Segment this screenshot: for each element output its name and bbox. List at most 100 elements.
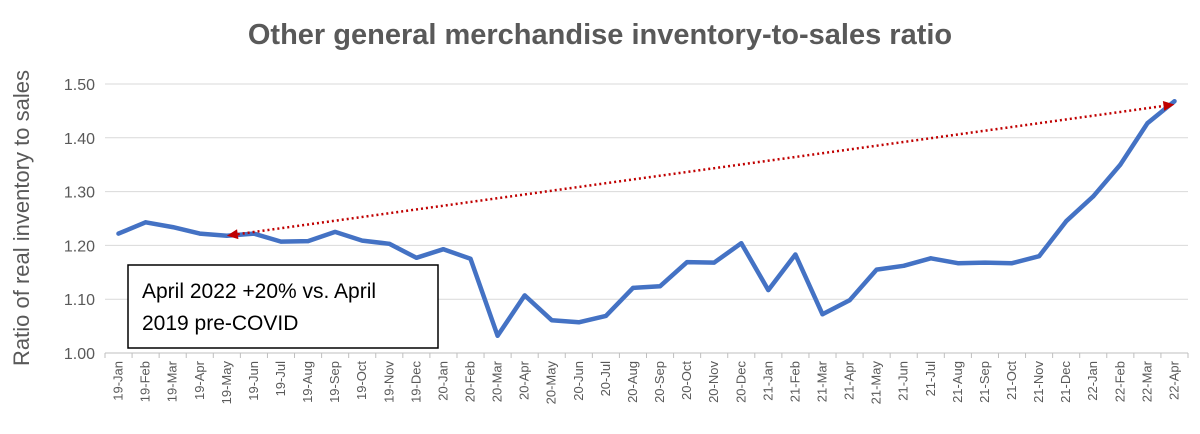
data-point bbox=[360, 238, 365, 243]
y-tick-label: 1.50 bbox=[64, 77, 95, 94]
x-tick-label: 21-Sep bbox=[977, 361, 992, 403]
data-point bbox=[441, 247, 446, 252]
x-tick-label: 22-Jan bbox=[1085, 361, 1100, 401]
y-axis-ticks: 1.00 1.10 1.20 1.30 1.40 1.50 bbox=[64, 77, 95, 363]
x-tick-label: 20-Apr bbox=[517, 360, 532, 400]
trend-arrowhead-end bbox=[1162, 101, 1175, 111]
data-point bbox=[522, 293, 527, 298]
x-tick-label: 19-Dec bbox=[408, 361, 423, 403]
data-point bbox=[901, 263, 906, 268]
chart-title: Other general merchandise inventory-to-s… bbox=[248, 19, 952, 51]
x-tick-label: 19-May bbox=[219, 361, 234, 405]
x-tick-label: 21-Jun bbox=[896, 361, 911, 401]
y-tick-label: 1.00 bbox=[64, 346, 95, 363]
x-tick-label: 20-Nov bbox=[706, 361, 721, 403]
x-tick-label: 20-Feb bbox=[463, 361, 478, 402]
data-point bbox=[197, 231, 202, 236]
trend-layer bbox=[226, 101, 1175, 240]
data-point bbox=[495, 333, 500, 338]
data-point bbox=[1037, 254, 1042, 259]
x-axis-ticks: 19-Jan 19-Feb 19-Mar 19-Apr 19-May 19-Jun 19-J… bbox=[104, 353, 1189, 405]
x-tick-label: 19-Aug bbox=[300, 361, 315, 403]
data-point bbox=[874, 267, 879, 272]
x-tick-label: 20-Aug bbox=[625, 361, 640, 403]
x-tick-label: 22-Mar bbox=[1139, 360, 1154, 402]
data-point bbox=[1172, 99, 1177, 104]
x-tick-label: 21-Jul bbox=[923, 361, 938, 397]
data-point bbox=[928, 256, 933, 261]
data-point bbox=[387, 241, 392, 246]
x-tick-label: 21-Mar bbox=[814, 360, 829, 402]
x-tick-label: 21-Dec bbox=[1058, 361, 1073, 403]
x-tick-label: 19-Mar bbox=[165, 360, 180, 402]
x-tick-label: 22-Feb bbox=[1112, 361, 1127, 402]
data-point bbox=[468, 256, 473, 261]
data-point bbox=[1010, 261, 1015, 266]
x-tick-label: 20-Jul bbox=[598, 361, 613, 397]
x-tick-label: 21-Apr bbox=[842, 360, 857, 400]
data-point bbox=[820, 312, 825, 317]
data-point bbox=[333, 229, 338, 234]
data-point bbox=[170, 225, 175, 230]
x-tick-label: 21-Nov bbox=[1031, 361, 1046, 403]
series-layer bbox=[116, 98, 1177, 339]
data-point bbox=[766, 288, 771, 293]
data-point bbox=[630, 285, 635, 290]
trend-arrowhead-start bbox=[226, 229, 239, 240]
x-tick-label: 20-Dec bbox=[733, 361, 748, 403]
x-tick-label: 19-Jan bbox=[111, 361, 126, 401]
data-point bbox=[739, 241, 744, 246]
annotation-border bbox=[127, 264, 439, 349]
data-point bbox=[1145, 121, 1150, 126]
data-point bbox=[712, 260, 717, 265]
x-tick-label: 19-Jun bbox=[246, 361, 261, 401]
data-point bbox=[847, 298, 852, 303]
annotation-line-2: 2019 pre-COVID bbox=[142, 312, 298, 335]
y-tick-label: 1.10 bbox=[64, 292, 95, 309]
x-tick-label: 19-Sep bbox=[327, 361, 342, 403]
data-point bbox=[414, 255, 419, 260]
x-tick-label: 19-Oct bbox=[354, 361, 369, 400]
x-tick-label: 22-Apr bbox=[1166, 360, 1181, 400]
data-point bbox=[955, 261, 960, 266]
data-point bbox=[116, 231, 121, 236]
data-point bbox=[685, 260, 690, 265]
x-tick-label: 20-Jan bbox=[435, 361, 450, 401]
x-tick-label: 19-Jul bbox=[273, 361, 288, 397]
data-point bbox=[143, 220, 148, 225]
x-tick-label: 20-Jun bbox=[571, 361, 586, 401]
x-tick-label: 20-Sep bbox=[652, 361, 667, 403]
x-tick-label: 21-Jan bbox=[760, 361, 775, 401]
x-tick-label: 21-May bbox=[869, 361, 884, 405]
x-tick-label: 19-Feb bbox=[138, 361, 153, 402]
data-point bbox=[306, 239, 311, 244]
data-point bbox=[1064, 219, 1069, 224]
data-point bbox=[576, 320, 581, 325]
data-point bbox=[1091, 194, 1096, 199]
x-tick-label: 21-Feb bbox=[787, 361, 802, 402]
data-point bbox=[982, 260, 987, 265]
x-tick-label: 19-Apr bbox=[192, 360, 207, 400]
y-tick-label: 1.20 bbox=[64, 238, 95, 255]
trend-arrow-line bbox=[232, 104, 1169, 237]
x-tick-label: 19-Nov bbox=[381, 361, 396, 403]
y-tick-label: 1.30 bbox=[64, 185, 95, 202]
annotation-line-1: April 2022 +20% vs. April bbox=[142, 280, 376, 303]
data-point bbox=[1118, 162, 1123, 167]
data-point bbox=[278, 239, 283, 244]
x-tick-label: 20-Oct bbox=[679, 361, 694, 400]
y-axis-label: Ratio of real inventory to sales bbox=[9, 70, 34, 366]
data-point bbox=[793, 252, 798, 257]
x-tick-label: 20-Mar bbox=[490, 360, 505, 402]
x-tick-label: 21-Oct bbox=[1004, 361, 1019, 400]
data-point bbox=[549, 318, 554, 323]
series-line bbox=[116, 98, 1177, 339]
data-point bbox=[658, 284, 663, 289]
annotation-box: April 2022 +20% vs. April 2019 pre-COVID bbox=[127, 264, 439, 349]
x-tick-label: 21-Aug bbox=[950, 361, 965, 403]
x-tick-label: 20-May bbox=[544, 361, 559, 405]
y-tick-label: 1.40 bbox=[64, 131, 95, 148]
data-point bbox=[603, 313, 608, 318]
